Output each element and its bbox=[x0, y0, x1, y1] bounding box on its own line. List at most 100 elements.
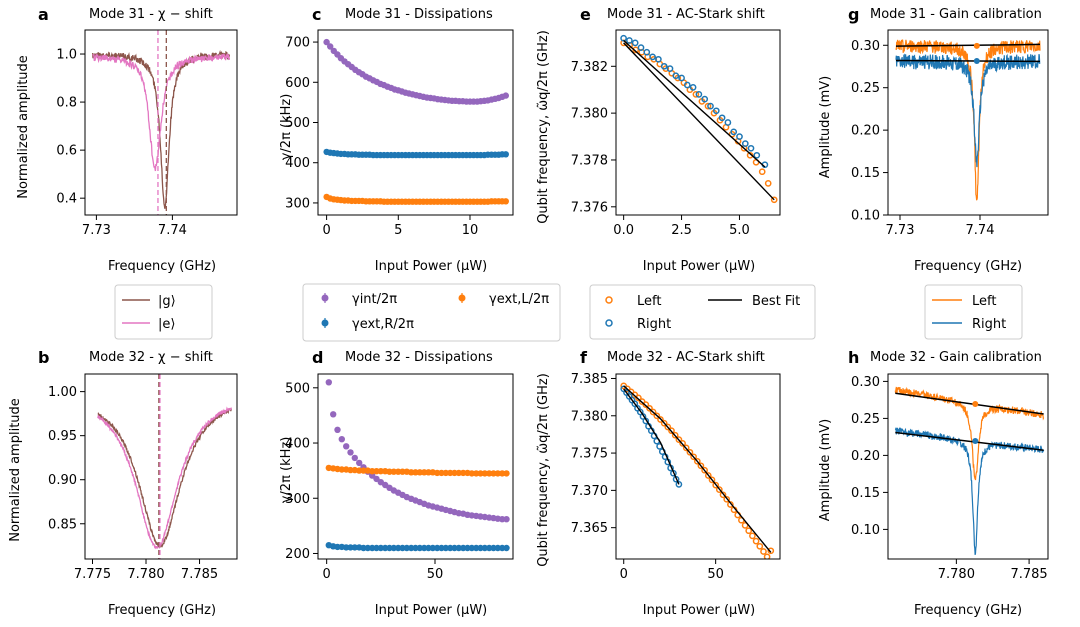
legend-gh-right-label: Right bbox=[972, 317, 1006, 332]
x-tick-label-c: 5 bbox=[394, 223, 402, 238]
point-f-0 bbox=[701, 466, 708, 474]
point-e-0 bbox=[764, 180, 772, 187]
point-e-0 bbox=[704, 102, 712, 110]
axes-frame-f bbox=[615, 373, 781, 560]
plot-area-e bbox=[620, 34, 778, 204]
point-d-0 bbox=[338, 436, 345, 443]
legend-ab-frame bbox=[114, 284, 213, 340]
point-d-2 bbox=[351, 544, 358, 551]
x-tick-label-g: 7.73 bbox=[886, 223, 915, 238]
point-e-1 bbox=[655, 55, 662, 63]
y-tick-label-f: 7.380 bbox=[571, 409, 608, 424]
xlabel-c: Input Power (μW) bbox=[375, 259, 488, 274]
point-e-1 bbox=[678, 74, 685, 82]
plots-layer: 7.73 7.74 0.4 0.6 0.8 1.0 7.775 7.780 7.785 0.85 0… bbox=[48, 29, 1049, 582]
point-e-0 bbox=[770, 196, 778, 204]
point-f-0 bbox=[690, 453, 697, 461]
point-f-0 bbox=[741, 522, 749, 529]
y-tick-label-c: 500 bbox=[285, 116, 310, 131]
legend-ab-e-label: |e⟩ bbox=[158, 317, 175, 332]
legend-cd-frame bbox=[302, 283, 561, 342]
point-f-0 bbox=[708, 476, 716, 484]
y-tick-label-h: 0.15 bbox=[851, 486, 880, 501]
point-f-0 bbox=[749, 532, 756, 540]
point-e-1 bbox=[718, 114, 726, 122]
plot-area-a bbox=[91, 30, 231, 215]
point-d-0 bbox=[334, 426, 341, 433]
point-e-1 bbox=[626, 37, 633, 44]
marker-h-0 bbox=[972, 400, 979, 407]
xlabel-e: Input Power (μW) bbox=[643, 259, 756, 274]
fit-line-f-0 bbox=[623, 385, 772, 553]
point-c-2 bbox=[502, 198, 509, 205]
x-tick-label-e: 5.0 bbox=[729, 223, 750, 238]
point-e-1 bbox=[741, 140, 749, 147]
ylabel-e: Qubit frequency, ω̃q/2π (GHz) bbox=[536, 30, 551, 224]
point-d-2 bbox=[377, 544, 384, 552]
series-line-b-0 bbox=[97, 408, 232, 549]
panel-label-a: a bbox=[38, 5, 49, 24]
y-tick-label-f: 7.385 bbox=[571, 372, 608, 387]
xlabel-f: Input Power (μW) bbox=[643, 603, 756, 618]
point-e-1 bbox=[660, 62, 668, 70]
point-e-1 bbox=[753, 151, 761, 159]
point-d-2 bbox=[390, 544, 397, 552]
xlabel-h: Frequency (GHz) bbox=[914, 603, 1022, 618]
point-e-1 bbox=[724, 119, 732, 126]
ylabel-d: γ/2π (kHz) bbox=[279, 437, 294, 504]
legend-ef-left-label: Left bbox=[637, 294, 661, 309]
title-g: Mode 31 - Gain calibration bbox=[870, 7, 1042, 22]
y-tick-label-g: 0.10 bbox=[851, 209, 880, 224]
fit-line-e-1 bbox=[623, 39, 766, 168]
point-d-1 bbox=[442, 469, 449, 477]
point-e-1 bbox=[730, 128, 738, 136]
point-f-0 bbox=[686, 448, 694, 456]
point-f-0 bbox=[756, 542, 764, 550]
plot-area-b bbox=[97, 374, 232, 559]
legend-cd-extR-label: γext,R/2π bbox=[352, 317, 414, 332]
x-tick-label-b: 7.775 bbox=[74, 567, 111, 582]
legend-ef: Left Best Fit Right bbox=[589, 284, 816, 340]
point-d-2 bbox=[416, 544, 423, 552]
y-tick-label-c: 400 bbox=[285, 156, 310, 171]
point-f-0 bbox=[635, 394, 642, 402]
point-d-1 bbox=[416, 469, 423, 476]
y-tick-label-h: 0.20 bbox=[851, 449, 880, 464]
title-c: Mode 31 - Dissipations bbox=[345, 7, 493, 22]
fit-line-g-0 bbox=[895, 43, 1041, 47]
point-f-0 bbox=[646, 404, 653, 412]
point-d-1 bbox=[503, 470, 510, 477]
point-f-0 bbox=[719, 491, 727, 499]
y-tick-label-g: 0.15 bbox=[851, 166, 880, 181]
series-line-a-1 bbox=[92, 53, 231, 172]
xlabel-b: Frequency (GHz) bbox=[108, 603, 216, 618]
point-d-1 bbox=[377, 468, 384, 475]
chart-f: 0 50 7.365 7.370 7.375 7.380 7.385 bbox=[571, 372, 781, 582]
point-c-0 bbox=[327, 43, 334, 50]
point-d-0 bbox=[351, 454, 358, 462]
marker-g-0 bbox=[973, 42, 980, 49]
fit-line-f-1 bbox=[623, 388, 680, 485]
legend-cd: γint/2π γext,L/2π γext,R/2π bbox=[302, 283, 561, 342]
point-d-0 bbox=[343, 443, 350, 450]
panel-label-g: g bbox=[848, 5, 859, 24]
y-tick-label-h: 0.10 bbox=[851, 523, 880, 538]
ylabel-a: Normalized amplitude bbox=[16, 55, 31, 199]
point-f-0 bbox=[679, 440, 686, 447]
y-tick-label-e: 7.382 bbox=[571, 60, 608, 75]
legend-gh: Left Right bbox=[924, 284, 1023, 340]
series-line-g-0 bbox=[895, 39, 1041, 201]
y-tick-label-g: 0.25 bbox=[851, 81, 880, 96]
y-tick-label-a: 0.4 bbox=[56, 192, 77, 207]
point-f-0 bbox=[671, 431, 679, 439]
x-tick-label-c: 10 bbox=[462, 223, 479, 238]
point-f-0 bbox=[752, 537, 760, 545]
axes-frame-d bbox=[317, 373, 514, 560]
marker-g-1 bbox=[973, 57, 980, 64]
point-d-1 bbox=[338, 466, 345, 473]
axes-frame-e bbox=[615, 29, 781, 216]
y-tick-label-h: 0.30 bbox=[851, 375, 880, 390]
x-tick-label-b: 7.785 bbox=[181, 567, 218, 582]
point-e-1 bbox=[707, 102, 714, 110]
x-tick-label-h: 7.780 bbox=[938, 567, 975, 582]
